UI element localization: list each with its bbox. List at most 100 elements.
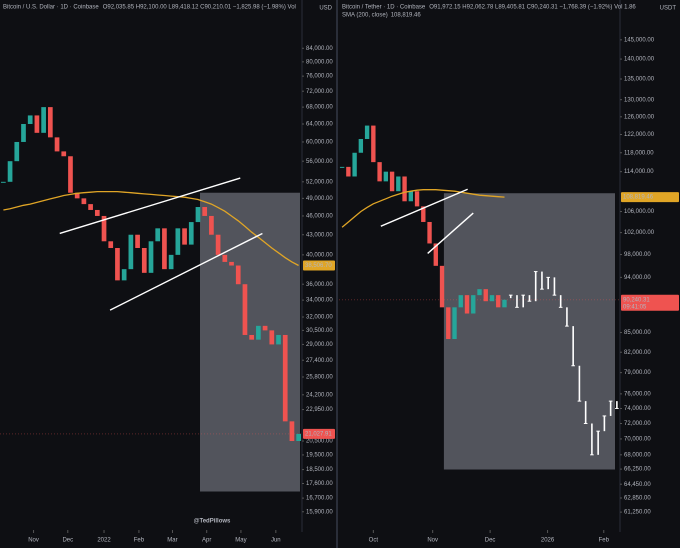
candle bbox=[389, 171, 395, 192]
candle bbox=[396, 176, 401, 192]
candle bbox=[155, 228, 161, 242]
candle bbox=[364, 125, 370, 140]
x-tick-label: Nov bbox=[427, 538, 438, 544]
sma-readout: 108,819.46 bbox=[391, 13, 422, 19]
candle bbox=[489, 295, 495, 302]
candle bbox=[1, 181, 6, 183]
projection-bar bbox=[572, 326, 574, 366]
price-tag-label: 90,240.31 bbox=[623, 297, 650, 303]
x-tick-label: Feb bbox=[599, 538, 610, 544]
candle bbox=[402, 176, 407, 202]
projection-bar bbox=[559, 295, 562, 308]
sma-title: SMA (200, close) bbox=[342, 13, 388, 19]
candle bbox=[477, 289, 482, 296]
x-tick-label: Dec bbox=[62, 538, 73, 544]
y-tick-label: 34,000.00 bbox=[306, 298, 333, 304]
projection-bar bbox=[534, 271, 537, 302]
sma-line bbox=[341, 189, 505, 228]
y-tick-label: 68,000.00 bbox=[624, 452, 651, 458]
y-tick-label: 46,000.00 bbox=[306, 214, 333, 220]
ohlc-readout: O92,035.85 H92,100.00 L89,418.12 C90,210… bbox=[103, 5, 296, 11]
candle bbox=[229, 261, 234, 266]
candle bbox=[235, 265, 241, 285]
projection-bar bbox=[528, 295, 531, 302]
candle bbox=[188, 222, 194, 245]
trendline bbox=[427, 212, 474, 254]
candle bbox=[296, 433, 301, 442]
y-tick-label: 72,000.00 bbox=[624, 421, 651, 427]
y-tick-label: 70,000.00 bbox=[624, 437, 651, 443]
candle bbox=[68, 156, 73, 193]
projection-bar bbox=[603, 415, 606, 432]
symbol-title: Bitcoin / U.S. Dollar · 1D · Coinbase bbox=[3, 5, 99, 11]
price-tag-label: 21,027.91 bbox=[305, 432, 332, 438]
y-tick-label: 16,700.00 bbox=[306, 496, 333, 502]
candle bbox=[195, 207, 201, 223]
y-tick-label: 68,000.00 bbox=[306, 105, 333, 111]
y-tick-label: 36,000.00 bbox=[306, 282, 333, 288]
y-tick-label: 30,500.00 bbox=[306, 328, 333, 334]
y-tick-label: 17,600.00 bbox=[306, 481, 333, 487]
y-tick-label: 29,000.00 bbox=[306, 342, 333, 348]
symbol-title: Bitcoin / Tether · 1D · Coinbase bbox=[342, 5, 426, 11]
y-tick-label: 64,000.00 bbox=[306, 122, 333, 128]
sma-line bbox=[3, 190, 299, 267]
candle bbox=[439, 265, 445, 308]
y-tick-label: 18,500.00 bbox=[306, 467, 333, 473]
candle bbox=[377, 162, 382, 182]
y-tick-label: 66,250.00 bbox=[624, 467, 651, 473]
price-axis bbox=[302, 0, 336, 548]
candle bbox=[383, 171, 389, 182]
candle bbox=[452, 307, 457, 340]
y-tick-label: 82,000.00 bbox=[624, 350, 651, 356]
y-tick-label: 25,800.00 bbox=[306, 375, 333, 381]
candle bbox=[21, 123, 26, 142]
candle bbox=[458, 295, 463, 308]
projection-bar bbox=[597, 431, 599, 455]
candle bbox=[249, 334, 255, 340]
candle bbox=[215, 234, 221, 255]
x-tick-label: Nov bbox=[28, 538, 39, 544]
candle bbox=[471, 295, 476, 314]
y-tick-label: 85,000.00 bbox=[624, 330, 651, 336]
y-tick-label: 84,000.00 bbox=[306, 46, 333, 52]
y-tick-label: 80,000.00 bbox=[306, 59, 333, 65]
candle bbox=[41, 107, 46, 133]
candle bbox=[433, 243, 438, 266]
candle bbox=[108, 241, 114, 248]
candle bbox=[128, 234, 134, 270]
y-tick-label: 52,000.00 bbox=[306, 179, 333, 185]
y-tick-label: 140,000.00 bbox=[624, 57, 655, 63]
candle bbox=[269, 330, 275, 345]
candle bbox=[256, 325, 261, 340]
projection-bar bbox=[516, 295, 518, 308]
projection-bar bbox=[547, 277, 549, 290]
candle bbox=[175, 228, 181, 255]
shaded-region bbox=[443, 193, 616, 470]
candle bbox=[262, 325, 268, 331]
y-tick-label: 24,200.00 bbox=[306, 392, 333, 398]
candle bbox=[464, 295, 470, 314]
candle bbox=[352, 152, 357, 177]
candle bbox=[121, 269, 127, 281]
candle bbox=[101, 215, 107, 242]
candle bbox=[14, 141, 20, 162]
candle bbox=[94, 209, 100, 216]
y-tick-label: 74,000.00 bbox=[624, 406, 651, 412]
candle bbox=[371, 125, 376, 163]
y-tick-label: 61,250.00 bbox=[624, 510, 651, 516]
trendline bbox=[59, 177, 241, 235]
y-tick-label: 98,000.00 bbox=[624, 252, 651, 258]
watermark: @TedPillows bbox=[194, 519, 231, 525]
price-tag-label: 108,819.46 bbox=[623, 195, 654, 201]
projection-bar bbox=[578, 365, 581, 402]
x-tick-label: Jun bbox=[271, 538, 281, 544]
y-tick-label: 20,500.00 bbox=[306, 439, 333, 445]
x-tick-label: Dec bbox=[485, 538, 496, 544]
candle bbox=[414, 191, 420, 207]
candle bbox=[61, 151, 67, 157]
candle bbox=[135, 234, 140, 248]
candle bbox=[242, 284, 248, 335]
y-tick-label: 76,000.00 bbox=[306, 74, 333, 80]
